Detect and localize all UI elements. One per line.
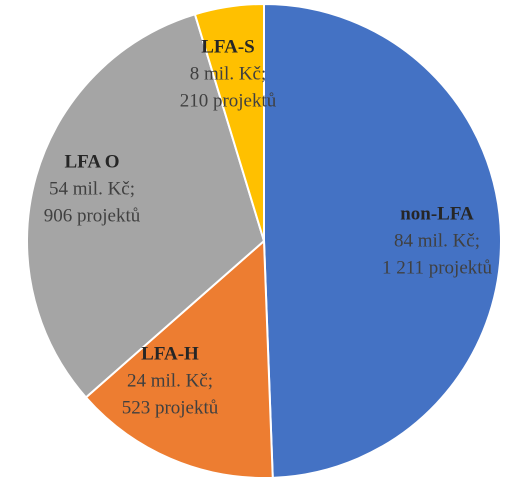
slice-name: LFA-H	[141, 343, 199, 364]
slice-project-label: 210 projektů	[180, 90, 277, 111]
slice-name: LFA O	[64, 151, 119, 172]
pie-slice	[263, 2, 502, 479]
slice-value-label: 24 mil. Kč;	[127, 370, 213, 391]
pie-slice	[193, 2, 265, 242]
slice-project-label: 523 projektů	[122, 397, 219, 418]
slice-value-label: 54 mil. Kč;	[49, 178, 135, 199]
slice-value-label: 8 mil. Kč;	[190, 63, 267, 84]
slice-project-label: 906 projektů	[44, 205, 141, 226]
slice-project-label: 1 211 projektů	[382, 257, 493, 278]
pie-slice	[84, 238, 274, 479]
slice-value-label: 84 mil. Kč;	[394, 230, 480, 251]
pie-slice	[26, 13, 266, 399]
slice-name: LFA-S	[201, 36, 254, 57]
slice-name: non-LFA	[400, 203, 474, 224]
